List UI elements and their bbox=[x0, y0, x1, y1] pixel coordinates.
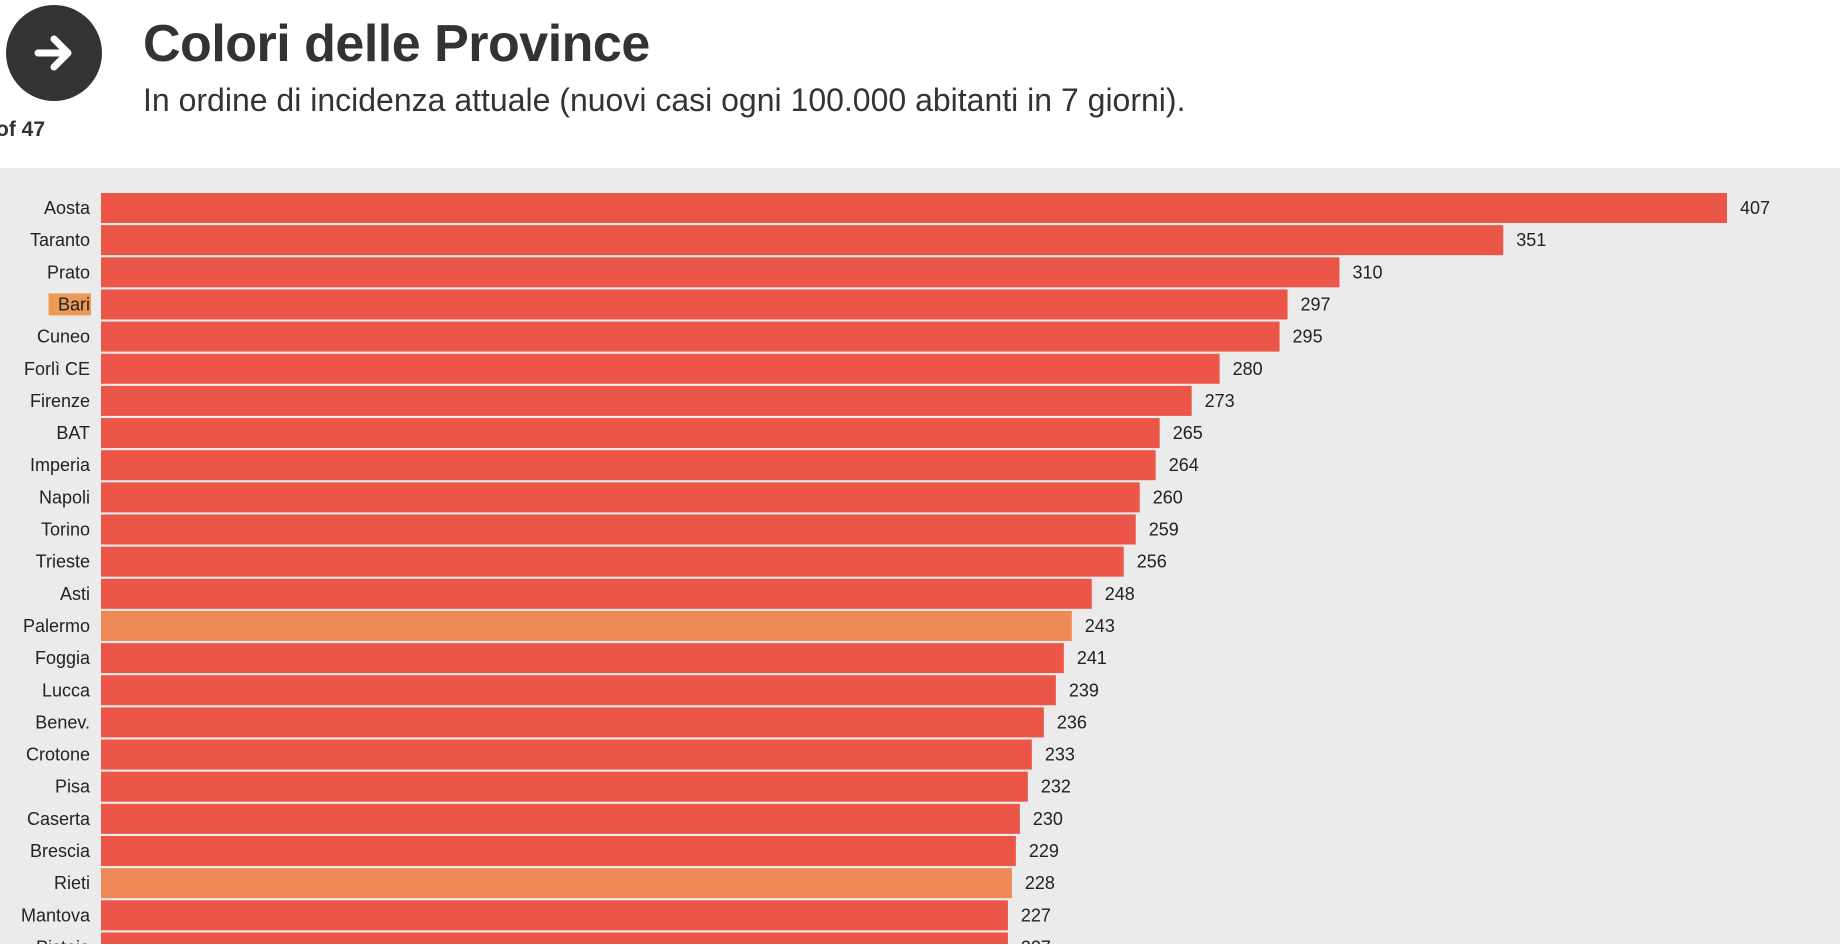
category-label: Aosta bbox=[44, 198, 91, 218]
category-label: Benev. bbox=[35, 712, 90, 732]
page-title: Colori delle Province bbox=[143, 15, 650, 73]
bar-Rieti[interactable] bbox=[101, 868, 1012, 899]
bar-Crotone[interactable] bbox=[101, 739, 1032, 770]
bar-Taranto[interactable] bbox=[101, 225, 1504, 256]
value-label: 259 bbox=[1149, 520, 1179, 540]
next-button[interactable] bbox=[6, 5, 102, 101]
category-label: Rieti bbox=[54, 873, 90, 893]
bar-Mantova[interactable] bbox=[101, 900, 1008, 931]
category-label: Mantova bbox=[21, 905, 91, 925]
category-label: Bari bbox=[58, 294, 90, 314]
category-label: Crotone bbox=[26, 745, 90, 765]
category-label: Foggia bbox=[35, 648, 91, 668]
category-label: Torino bbox=[41, 520, 90, 540]
bar-Trieste[interactable] bbox=[101, 546, 1124, 577]
category-label: Palermo bbox=[23, 616, 90, 636]
value-label: 297 bbox=[1301, 294, 1331, 314]
value-label: 227 bbox=[1021, 905, 1051, 925]
value-label: 243 bbox=[1085, 616, 1115, 636]
category-label: Trieste bbox=[36, 552, 90, 572]
value-label: 260 bbox=[1153, 487, 1183, 507]
bar-Napoli[interactable] bbox=[101, 482, 1140, 513]
bar-Torino[interactable] bbox=[101, 514, 1136, 545]
value-label: 265 bbox=[1173, 423, 1203, 443]
category-label: BAT bbox=[56, 423, 90, 443]
category-label: Prato bbox=[47, 262, 90, 282]
value-label: 241 bbox=[1077, 648, 1107, 668]
chart-svg: Aosta 407 Taranto 351 Prato 310 Bari 297 Cuneo 29… bbox=[21, 193, 1770, 949]
value-label: 236 bbox=[1057, 712, 1087, 732]
bar-Imperia[interactable] bbox=[101, 450, 1156, 481]
bar-Forlì CE[interactable] bbox=[101, 353, 1220, 384]
value-label: 273 bbox=[1205, 391, 1235, 411]
category-label: Brescia bbox=[30, 841, 91, 861]
value-label: 232 bbox=[1041, 777, 1071, 797]
bar-chart: Aosta 407 Taranto 351 Prato 310 Bari 297 Cuneo 29… bbox=[0, 168, 1840, 949]
category-label: Pistoia bbox=[36, 937, 91, 944]
bar-Bari[interactable] bbox=[101, 289, 1288, 320]
page-subtitle: In ordine di incidenza attuale (nuovi ca… bbox=[143, 82, 1186, 118]
bar-Firenze[interactable] bbox=[101, 385, 1192, 416]
bar-Cuneo[interactable] bbox=[101, 321, 1280, 352]
category-label: Pisa bbox=[55, 777, 91, 797]
value-label: 227 bbox=[1021, 937, 1051, 944]
bar-Pisa[interactable] bbox=[101, 771, 1028, 802]
value-label: 310 bbox=[1352, 262, 1382, 282]
category-label: Forlì CE bbox=[24, 359, 90, 379]
arrow-right-icon bbox=[34, 35, 72, 71]
bar-Asti[interactable] bbox=[101, 578, 1092, 609]
bar-Benev.[interactable] bbox=[101, 707, 1044, 738]
bar-Caserta[interactable] bbox=[101, 803, 1020, 834]
value-label: 351 bbox=[1516, 230, 1546, 250]
slide-counter: of 47 bbox=[0, 118, 46, 141]
category-label: Imperia bbox=[30, 455, 91, 475]
category-label: Taranto bbox=[30, 230, 90, 250]
value-label: 248 bbox=[1105, 584, 1135, 604]
label-highlight bbox=[48, 293, 91, 316]
category-label: Firenze bbox=[30, 391, 90, 411]
bar-Lucca[interactable] bbox=[101, 675, 1056, 706]
value-label: 295 bbox=[1293, 327, 1323, 347]
bar-BAT[interactable] bbox=[101, 418, 1160, 449]
bar-Palermo[interactable] bbox=[101, 610, 1072, 641]
value-label: 407 bbox=[1740, 198, 1770, 218]
value-label: 233 bbox=[1045, 745, 1075, 765]
value-label: 228 bbox=[1025, 873, 1055, 893]
category-label: Cuneo bbox=[37, 327, 90, 347]
value-label: 230 bbox=[1033, 809, 1063, 829]
bar-Foggia[interactable] bbox=[101, 643, 1064, 674]
category-label: Caserta bbox=[27, 809, 91, 829]
value-label: 239 bbox=[1069, 680, 1099, 700]
category-label: Napoli bbox=[39, 487, 90, 507]
value-label: 256 bbox=[1137, 552, 1167, 572]
bar-Pistoia[interactable] bbox=[101, 932, 1008, 949]
bar-Prato[interactable] bbox=[101, 257, 1340, 288]
bar-Aosta[interactable] bbox=[101, 193, 1727, 223]
value-label: 264 bbox=[1169, 455, 1199, 475]
value-label: 229 bbox=[1029, 841, 1059, 861]
header: of 47 Colori delle Province In ordine di… bbox=[0, 0, 1840, 168]
category-label: Lucca bbox=[42, 680, 91, 700]
value-label: 280 bbox=[1233, 359, 1263, 379]
category-label: Asti bbox=[60, 584, 90, 604]
bar-Brescia[interactable] bbox=[101, 836, 1016, 866]
